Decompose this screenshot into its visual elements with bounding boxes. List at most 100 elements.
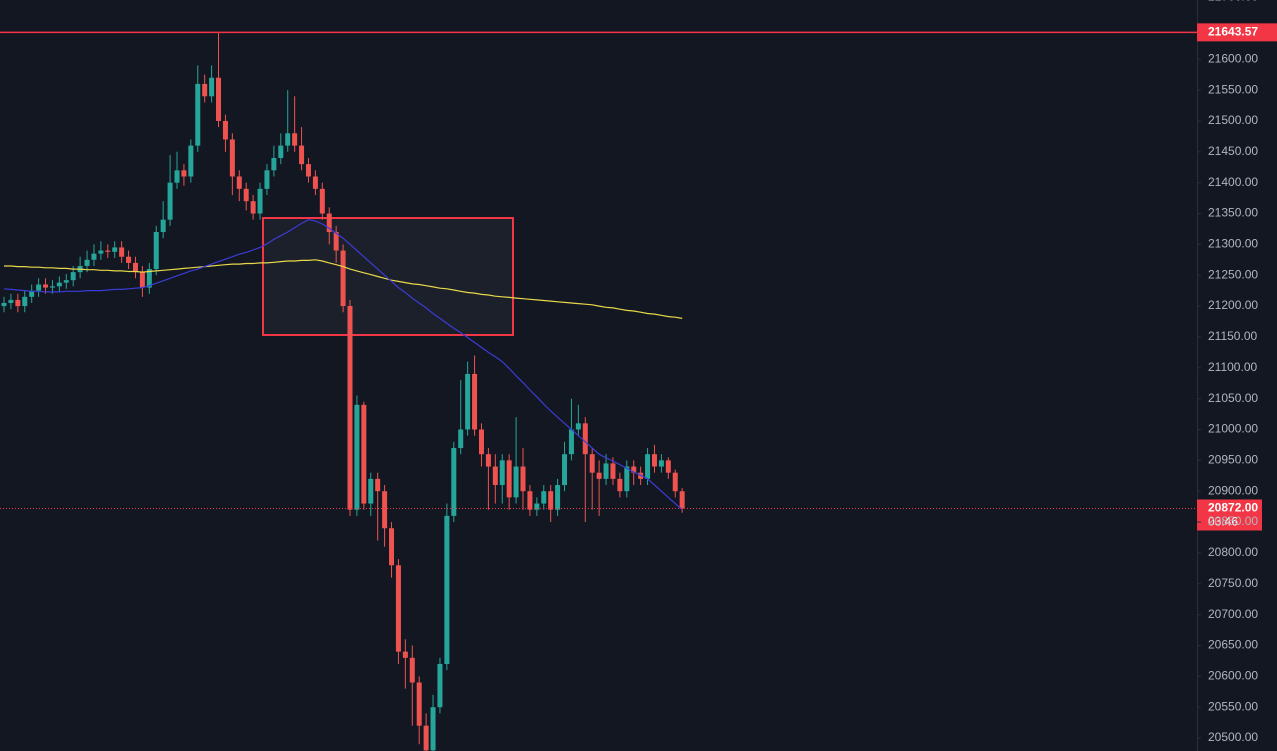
candle-body <box>361 404 367 504</box>
y-tick-label: 20650.00 <box>1208 638 1258 652</box>
candle-body <box>527 491 533 510</box>
candle-body <box>112 247 118 252</box>
last-price-label: 20872.00 <box>1208 501 1258 515</box>
candle-body <box>105 250 111 252</box>
candle-body <box>126 256 132 263</box>
zone-box <box>262 217 514 336</box>
candle-body <box>216 77 222 121</box>
candle-body <box>257 188 263 214</box>
candle-body <box>645 454 651 479</box>
candle-body <box>119 247 125 257</box>
candle-body <box>271 157 277 171</box>
candle-body <box>478 429 484 455</box>
candle-body <box>568 429 574 455</box>
candle-body <box>84 259 90 266</box>
candle-body <box>402 651 408 658</box>
candle-body <box>672 472 678 492</box>
candle-body <box>458 429 464 449</box>
candle-body <box>548 491 554 510</box>
candle-body <box>451 448 457 516</box>
candle-body <box>624 466 630 492</box>
candle-body <box>222 120 228 140</box>
candle-body <box>589 454 595 473</box>
last-price-tag <box>1197 499 1262 531</box>
candle-body <box>513 466 519 498</box>
candle-body <box>665 460 671 473</box>
candle-body <box>139 272 145 288</box>
candle-body <box>617 478 623 492</box>
candle-body <box>395 565 401 652</box>
y-tick-label: 20550.00 <box>1208 699 1258 713</box>
candle-body <box>91 253 97 260</box>
candle-body <box>375 478 381 492</box>
candle-body <box>596 472 602 479</box>
candle-body <box>485 454 491 467</box>
y-tick-label: 20800.00 <box>1208 545 1258 559</box>
candle-body <box>167 182 173 220</box>
candle-body <box>43 284 49 288</box>
candle-body <box>312 176 318 189</box>
candle-body <box>416 682 422 726</box>
y-tick-label: 21300.00 <box>1208 237 1258 251</box>
candle-body <box>195 83 201 146</box>
candle-body <box>22 296 28 307</box>
candle-body <box>603 463 609 479</box>
candle-body <box>555 485 561 510</box>
y-tick-label: 21550.00 <box>1208 82 1258 96</box>
candle-body <box>409 657 415 683</box>
y-tick-label: 21050.00 <box>1208 391 1258 405</box>
candle-body <box>174 170 180 183</box>
candle-body <box>56 282 62 287</box>
candle-body <box>354 404 360 510</box>
candle-body <box>472 373 478 430</box>
y-tick-label: 21450.00 <box>1208 144 1258 158</box>
y-tick-label: 20950.00 <box>1208 453 1258 467</box>
candle-body <box>679 491 685 509</box>
high-price-tag <box>1197 23 1277 42</box>
y-tick-label: 21400.00 <box>1208 175 1258 189</box>
y-tick-label: 21150.00 <box>1208 329 1257 343</box>
candle-body <box>229 139 235 177</box>
candle-body <box>430 707 436 751</box>
candle-body <box>444 515 450 664</box>
candle-body <box>285 133 291 146</box>
candle-body <box>340 250 346 307</box>
candle-body <box>181 170 187 177</box>
candle-body <box>202 83 208 97</box>
candles <box>1 32 685 751</box>
candle-body <box>506 460 512 498</box>
y-tick-label: 20900.00 <box>1208 483 1258 497</box>
candle-body <box>209 77 215 97</box>
candle-body <box>63 280 69 283</box>
candle-body <box>534 503 540 510</box>
candle-body <box>651 454 657 467</box>
candle-body <box>98 250 104 254</box>
moving-average <box>3 219 683 511</box>
y-tick-label: 21700.00 <box>1208 0 1258 4</box>
countdown: 03:46 <box>1208 515 1238 529</box>
y-tick-label: 21600.00 <box>1208 51 1258 65</box>
y-tick-label: 21500.00 <box>1208 113 1258 127</box>
candle-body <box>250 201 256 214</box>
candle-body <box>389 528 395 566</box>
candle-body <box>236 176 242 189</box>
candle-body <box>326 213 332 233</box>
y-tick-label: 20500.00 <box>1208 730 1258 744</box>
candle-body <box>582 423 588 455</box>
candle-body <box>146 269 152 288</box>
y-tick-label: 21200.00 <box>1208 298 1258 312</box>
y-tick-label: 21250.00 <box>1208 267 1258 281</box>
candle-body <box>520 466 526 492</box>
candle-body <box>541 491 547 504</box>
candle-body <box>610 463 616 479</box>
candle-body <box>437 663 443 708</box>
candle-body <box>299 145 305 165</box>
moving-average <box>4 259 683 319</box>
candle-body <box>160 219 166 233</box>
y-tick-label: 21100.00 <box>1208 360 1257 374</box>
y-tick-label: 21350.00 <box>1208 206 1258 220</box>
